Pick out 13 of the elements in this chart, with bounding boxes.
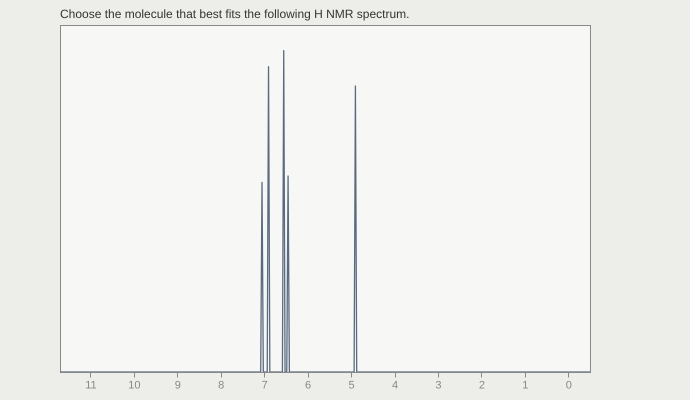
x-tick-label: 7 bbox=[262, 380, 268, 392]
x-tick-label: 1 bbox=[522, 380, 528, 392]
x-tick-label: 11 bbox=[85, 380, 97, 392]
x-tick-label: 10 bbox=[128, 380, 140, 392]
x-tick-label: 5 bbox=[348, 380, 355, 392]
x-tick-label: 0 bbox=[566, 380, 572, 392]
x-tick-label: 2 bbox=[478, 380, 485, 392]
x-tick-label: 3 bbox=[435, 380, 442, 392]
x-tick-label: 8 bbox=[218, 380, 224, 392]
x-tick-label: 4 bbox=[392, 380, 398, 392]
x-tick-label: 9 bbox=[174, 380, 181, 392]
x-tick-label: 6 bbox=[305, 380, 312, 392]
chart-title: Choose the molecule that best fits the following H NMR spectrum. bbox=[60, 7, 410, 21]
